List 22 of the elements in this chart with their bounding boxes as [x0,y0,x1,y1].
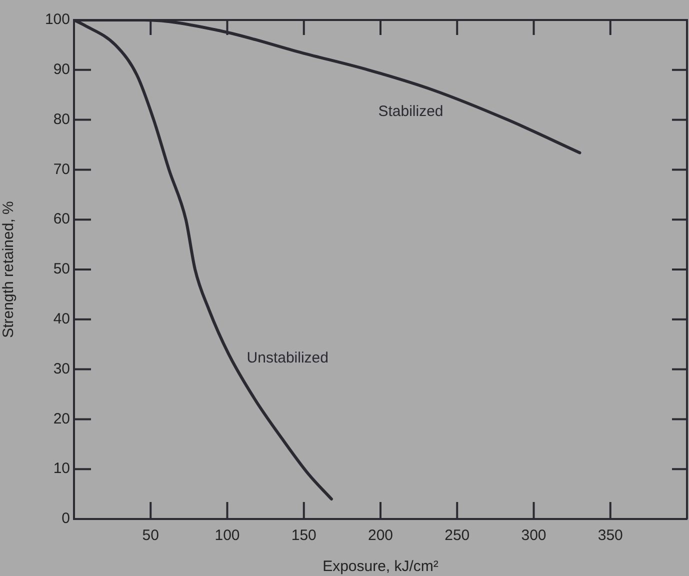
y-tick-label: 90 [53,61,70,78]
x-tick-label: 350 [598,527,623,544]
y-tick-label: 60 [53,210,70,228]
y-tick-label: 70 [53,160,70,178]
x-tick-label: 300 [521,527,546,544]
y-tick-label: 0 [62,510,70,528]
y-tick-label: 30 [53,360,70,378]
x-axis-title: Exposure, kJ/cm² [322,558,438,576]
y-tick-label: 40 [53,310,70,328]
x-tick-label: 250 [444,527,470,544]
y-tick-label: 50 [53,260,70,278]
y-tick-label: 80 [53,110,70,128]
x-tick-label: 150 [291,527,316,544]
y-tick-label: 10 [53,460,70,478]
x-tick-label: 50 [142,527,159,544]
y-axis-title: Strength retained, % [0,201,18,338]
x-tick-label: 200 [368,527,394,544]
series-label: Unstabilized [246,349,328,366]
series-label: Stabilized [378,103,444,120]
y-tick-label: 100 [44,11,70,28]
x-tick-label: 100 [214,527,240,544]
y-tick-label: 20 [53,410,70,428]
